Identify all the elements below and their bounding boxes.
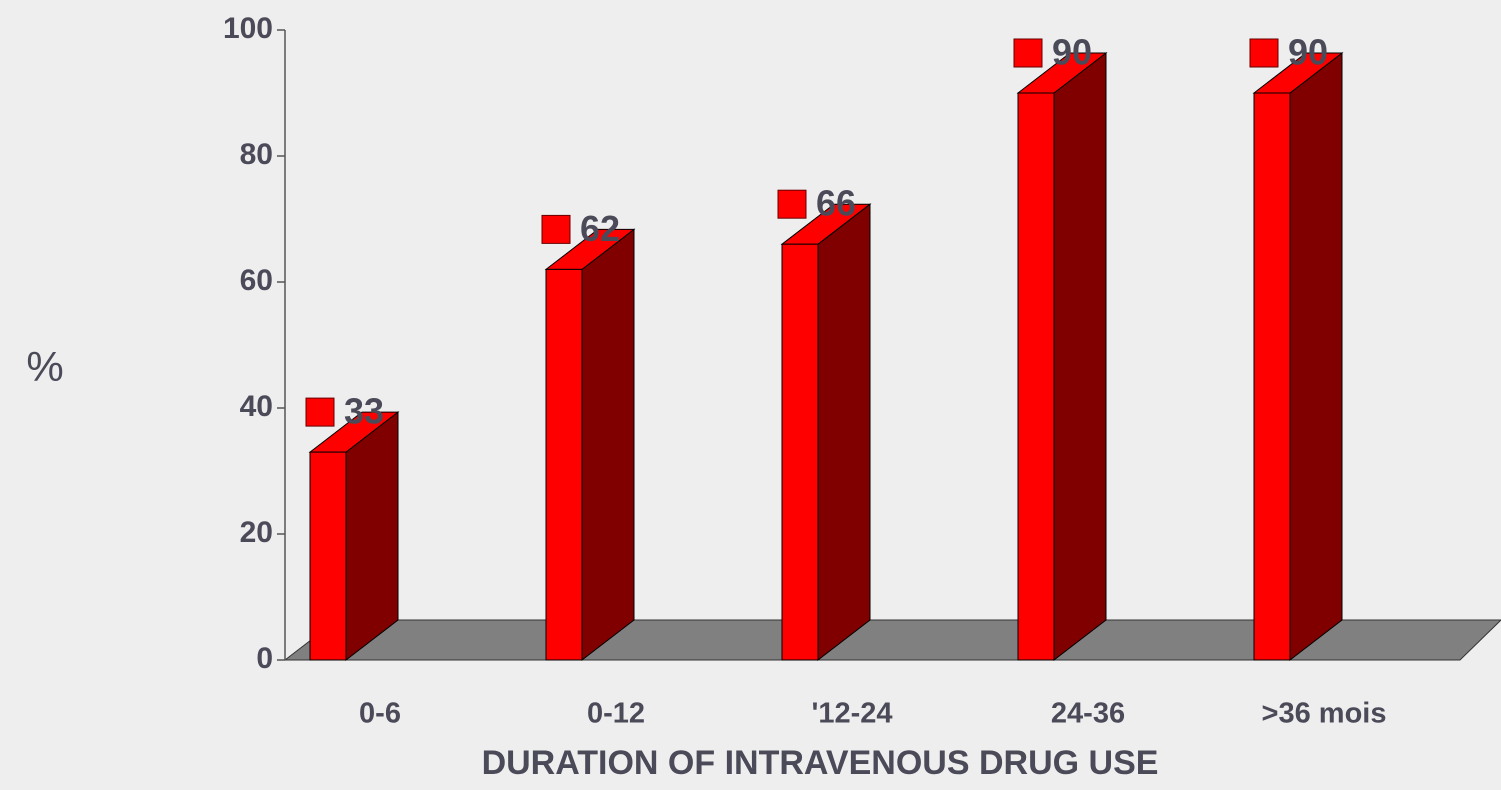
data-label: 90 <box>1052 32 1092 73</box>
bar <box>545 268 583 661</box>
data-label: 62 <box>580 208 620 249</box>
bar-side <box>1289 51 1343 662</box>
bar-side <box>581 228 635 662</box>
bar <box>781 243 819 661</box>
y-tick-label: 80 <box>240 138 273 171</box>
data-label: 33 <box>344 391 384 432</box>
y-tick-label: 20 <box>240 516 273 549</box>
y-tick-label: 60 <box>240 264 273 297</box>
x-tick-label: 24-36 <box>1051 698 1125 730</box>
bar <box>309 451 347 661</box>
data-label-key <box>1013 38 1043 68</box>
bar-side <box>817 203 871 662</box>
y-tick-label: 0 <box>256 642 273 675</box>
x-axis-label: DURATION OF INTRAVENOUS DRUG USE <box>482 744 1159 782</box>
y-tick-label: 40 <box>240 390 273 423</box>
y-axis-label: % <box>26 343 63 390</box>
data-label-key <box>541 214 571 244</box>
data-label: 66 <box>816 183 856 224</box>
bar-side <box>1053 51 1107 662</box>
bar <box>1017 92 1055 661</box>
data-label: 90 <box>1288 32 1328 73</box>
bar-side <box>345 411 399 662</box>
x-tick-label: 0-6 <box>359 698 401 730</box>
bar <box>1253 92 1291 661</box>
x-tick-label: >36 mois <box>1262 698 1387 730</box>
data-label-key <box>777 189 807 219</box>
data-label-key <box>1249 38 1279 68</box>
y-tick-label: 100 <box>223 12 273 45</box>
x-tick-label: '12-24 <box>811 698 892 730</box>
x-tick-label: 0-12 <box>587 698 645 730</box>
data-label-key <box>305 397 335 427</box>
